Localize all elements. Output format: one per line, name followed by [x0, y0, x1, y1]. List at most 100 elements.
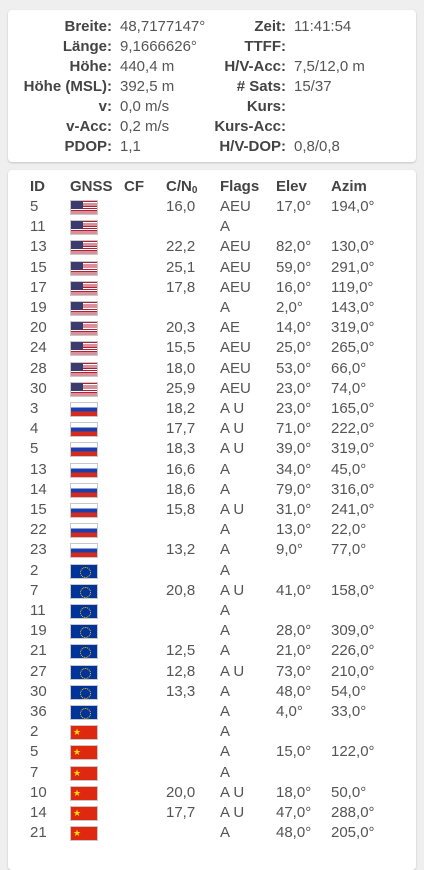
sat-flags: AEU [220, 359, 251, 377]
sat-cn0: 18,0 [166, 359, 196, 377]
gnss-flag [70, 523, 98, 539]
sat-azimuth: 45,0° [331, 460, 367, 478]
sat-flags: A [220, 541, 231, 559]
gnss-flag [70, 260, 98, 276]
sat-azimuth: 288,0° [331, 804, 375, 821]
gnss-flag [70, 785, 98, 801]
sat-flags: A [220, 299, 231, 316]
table-row: 5 16,0 AEU 17,0° 194,0° [8, 197, 416, 217]
sat-cn0: 25,1 [166, 258, 196, 276]
russia-flag-icon [70, 482, 98, 498]
sat-flags: A U [220, 501, 245, 518]
sat-azimuth: 66,0° [331, 359, 367, 377]
gnss-flag [70, 563, 98, 579]
sat-cn0: 16,0 [166, 198, 196, 215]
sat-elevation: 39,0° [276, 440, 312, 458]
sat-id: 11 [30, 218, 46, 236]
satellite-table: ID GNSS CF C/N0 Flags Elev Azim 5 16,0 AEU… [8, 170, 416, 870]
gnss-flag [70, 321, 98, 337]
gnss-flag [70, 806, 98, 821]
sat-azimuth: 309,0° [331, 622, 375, 640]
sat-azimuth: 122,0° [331, 743, 375, 761]
sat-flags: A [220, 460, 231, 478]
status-label: PDOP: [64, 138, 112, 155]
sat-id: 10 [30, 783, 47, 801]
sat-elevation: 4,0° [276, 703, 303, 720]
table-row: 5 18,3 A U 39,0° 319,0° [8, 439, 416, 459]
sat-elevation: 21,0° [276, 642, 312, 660]
sat-flags: A [220, 622, 231, 640]
sat-id: 3 [30, 400, 39, 417]
table-row: 11 A [8, 601, 416, 621]
table-row: 23 13,2 A 9,0° 77,0° [8, 540, 416, 560]
sat-id: 13 [30, 238, 47, 256]
status-value: 0,8/0,8 [294, 138, 340, 155]
status-value: 15/37 [294, 78, 332, 95]
sat-elevation: 41,0° [276, 581, 312, 599]
eu-flag-icon [70, 644, 98, 660]
sat-flags: A [220, 703, 231, 720]
gnss-flag [70, 725, 98, 741]
gnss-flag [70, 745, 98, 761]
russia-flag-icon [70, 402, 98, 417]
status-value: 0,0 m/s [120, 98, 170, 115]
sat-elevation: 48,0° [276, 824, 312, 842]
sat-flags: A [220, 218, 231, 236]
sat-azimuth: 210,0° [331, 662, 375, 680]
russia-flag-icon [70, 503, 98, 518]
sat-flags: A [220, 763, 231, 781]
sat-flags: A U [220, 420, 245, 438]
us-flag-icon [70, 321, 98, 337]
sat-cn0: 20,8 [166, 581, 196, 599]
sat-flags: A U [220, 804, 245, 821]
us-flag-icon [70, 220, 98, 236]
gnss-flag [70, 664, 98, 680]
sat-elevation: 73,0° [276, 662, 312, 680]
sat-id: 5 [30, 198, 39, 215]
gnss-flag [70, 543, 98, 559]
sat-id: 4 [30, 420, 39, 438]
sat-id: 2 [30, 561, 39, 579]
sat-elevation: 23,0° [276, 379, 312, 397]
table-row: 21 12,5 A 21,0° 226,0° [8, 641, 416, 661]
us-flag-icon [70, 200, 98, 215]
table-row: 19 A 2,0° 143,0° [8, 298, 416, 318]
sat-azimuth: 130,0° [331, 238, 375, 256]
sat-elevation: 15,0° [276, 743, 312, 761]
sat-elevation: 23,0° [276, 400, 312, 417]
sat-cn0: 12,8 [166, 662, 196, 680]
sat-id: 28 [30, 359, 47, 377]
table-row: 13 16,6 A 34,0° 45,0° [8, 460, 416, 480]
sat-id: 20 [30, 319, 47, 337]
sat-azimuth: 319,0° [331, 319, 375, 337]
sat-flags: A [220, 682, 231, 700]
sat-id: 13 [30, 460, 47, 478]
sat-id: 23 [30, 541, 47, 559]
sat-azimuth: 158,0° [331, 581, 375, 599]
status-value: 7,5/12,0 m [294, 58, 365, 75]
status-label: H/V-DOP: [219, 138, 286, 155]
sat-azimuth: 241,0° [331, 501, 375, 518]
table-row: 15 15,8 A U 31,0° 241,0° [8, 500, 416, 520]
eu-flag-icon [70, 684, 98, 700]
sat-flags: AEU [220, 198, 251, 215]
sat-id: 19 [30, 622, 47, 640]
sat-flags: A [220, 521, 231, 539]
gnss-flag [70, 684, 98, 700]
gnss-flag [70, 604, 98, 619]
status-label: Zeit: [254, 18, 286, 35]
sat-azimuth: 50,0° [331, 783, 367, 801]
status-value: 1,1 [120, 138, 141, 155]
sat-cn0: 17,8 [166, 278, 196, 296]
status-label: Höhe (MSL): [23, 78, 112, 95]
sat-flags: A [220, 561, 231, 579]
header-cn: C/N0 [166, 177, 197, 201]
sat-azimuth: 265,0° [331, 339, 375, 357]
us-flag-icon [70, 260, 98, 276]
status-label: Kurs: [246, 98, 286, 115]
sat-elevation: 16,0° [276, 278, 312, 296]
table-row: 30 25,9 AEU 23,0° 74,0° [8, 379, 416, 399]
gnss-flag [70, 240, 98, 256]
status-label: Länge: [62, 38, 112, 55]
sat-cn0: 13,2 [166, 541, 196, 559]
